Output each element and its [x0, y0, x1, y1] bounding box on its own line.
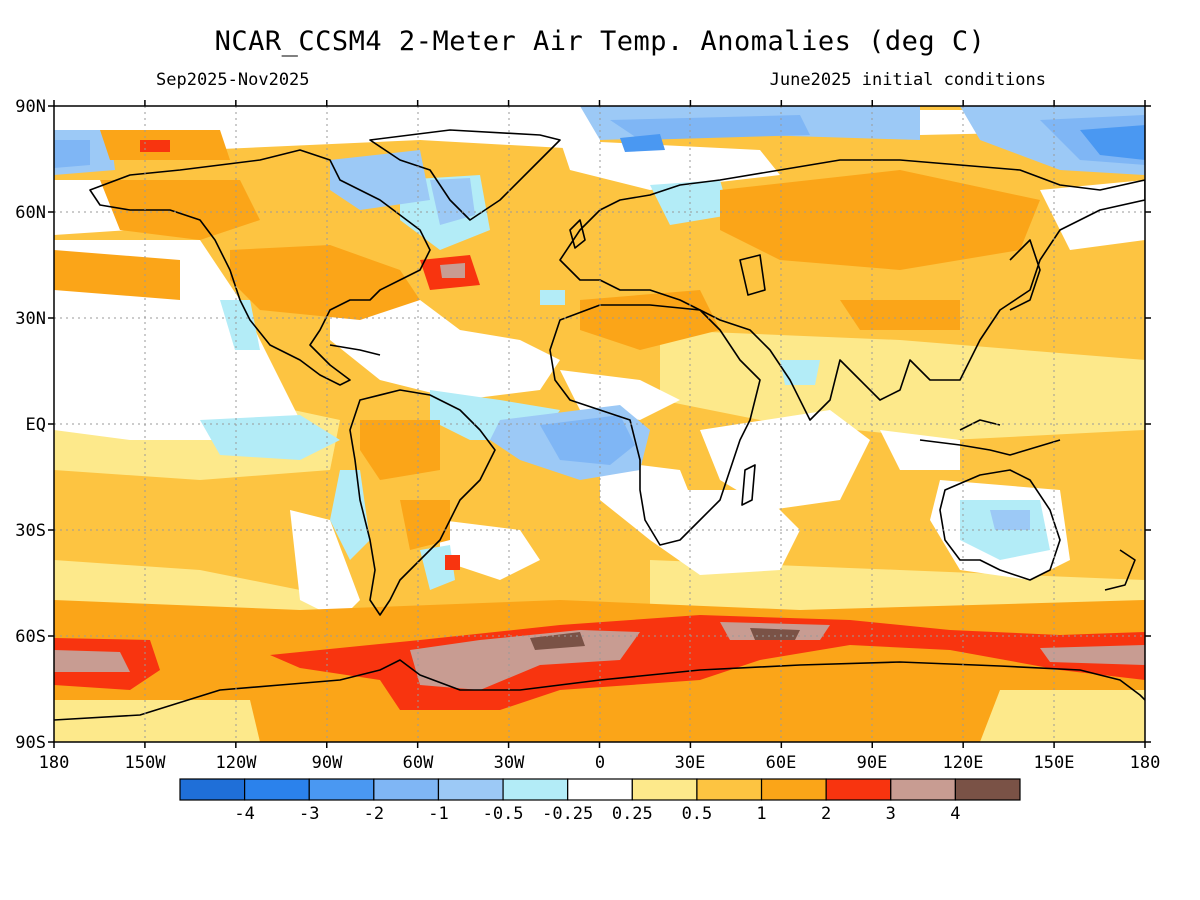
lon-label: 30E: [675, 753, 706, 773]
lat-label: 60S: [15, 627, 46, 647]
axis-ticks: [48, 100, 1151, 748]
colorbar-label: -3: [299, 804, 319, 824]
latitude-labels: 90N 60N 30N EQ 30S 60S 90S: [15, 97, 46, 753]
colorbar-swatch: [373, 778, 440, 801]
lat-label: 90S: [15, 733, 46, 753]
colorbar: [179, 778, 1021, 801]
coastlines: [54, 129, 1145, 721]
colorbar-labels: -4 -3 -2 -1 -0.5 -0.25 0.25 0.5 1 2 3 4: [234, 804, 960, 824]
lon-label: 150W: [125, 753, 167, 773]
colorbar-swatch: [179, 778, 246, 801]
lat-label: 30N: [15, 309, 46, 329]
colorbar-swatch: [631, 778, 698, 801]
initial-conditions: June2025 initial conditions: [769, 70, 1046, 90]
colorbar-label: 2: [821, 804, 831, 824]
lon-label: 180: [1130, 753, 1161, 773]
colorbar-swatch: [696, 778, 763, 801]
colorbar-swatch: [760, 778, 827, 801]
colorbar-label: -4: [234, 804, 254, 824]
colorbar-swatch: [567, 778, 633, 801]
colorbar-swatch: [954, 778, 1021, 801]
map-title: NCAR_CCSM4 2-Meter Air Temp. Anomalies (…: [214, 26, 986, 57]
colorbar-swatch: [244, 778, 310, 801]
lat-label: EQ: [26, 415, 46, 435]
colorbar-swatch: [502, 778, 569, 801]
colorbar-swatch: [308, 778, 375, 801]
lon-label: 180: [39, 753, 70, 773]
longitude-labels: 180 150W 120W 90W 60W 30W 0 30E 60E 90E …: [39, 753, 1161, 773]
lon-label: 150E: [1034, 753, 1075, 773]
colorbar-label: -0.25: [542, 804, 593, 824]
colorbar-label: 0.25: [612, 804, 653, 824]
colorbar-label: -1: [428, 804, 448, 824]
lon-label: 60W: [403, 753, 434, 773]
colorbar-label: 4: [950, 804, 960, 824]
lon-label: 0: [595, 753, 605, 773]
lon-label: 120E: [943, 753, 984, 773]
forecast-period: Sep2025-Nov2025: [156, 70, 310, 90]
lat-label: 90N: [15, 97, 46, 117]
lat-label: 60N: [15, 203, 46, 223]
colorbar-swatch: [890, 778, 956, 801]
lat-label: 30S: [15, 521, 46, 541]
colorbar-swatch: [437, 778, 504, 801]
lon-label: 30W: [494, 753, 525, 773]
colorbar-label: 0.5: [682, 804, 713, 824]
lon-label: 90E: [857, 753, 888, 773]
gridlines: [54, 106, 1145, 742]
colorbar-label: 3: [886, 804, 896, 824]
colorbar-label: 1: [756, 804, 766, 824]
colorbar-label: -0.5: [483, 804, 524, 824]
lon-label: 90W: [312, 753, 343, 773]
colorbar-label: -2: [364, 804, 384, 824]
lon-label: 120W: [216, 753, 258, 773]
lon-label: 60E: [766, 753, 797, 773]
colorbar-swatch: [825, 778, 892, 801]
anomaly-field: [54, 106, 1145, 742]
